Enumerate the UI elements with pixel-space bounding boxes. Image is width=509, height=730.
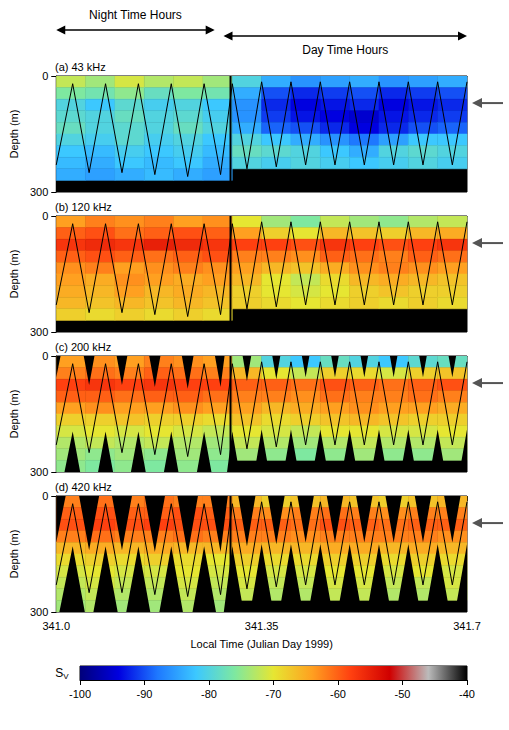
svg-text:V: V — [63, 672, 69, 681]
svg-text:-50: -50 — [395, 688, 411, 700]
svg-text:(c) 200 kHz: (c) 200 kHz — [55, 341, 111, 353]
svg-text:0: 0 — [42, 70, 48, 82]
svg-text:300: 300 — [30, 186, 48, 198]
svg-text:(a) 43 kHz: (a) 43 kHz — [55, 61, 106, 73]
svg-text:-60: -60 — [330, 688, 346, 700]
svg-text:300: 300 — [30, 466, 48, 478]
svg-text:Day Time Hours: Day Time Hours — [302, 43, 388, 57]
svg-text:-100: -100 — [69, 688, 91, 700]
svg-text:341.7: 341.7 — [453, 620, 481, 632]
svg-text:Local Time (Julian Day 1999): Local Time (Julian Day 1999) — [190, 638, 332, 650]
svg-text:(b) 120 kHz: (b) 120 kHz — [55, 201, 112, 213]
svg-text:0: 0 — [42, 490, 48, 502]
svg-text:341.0: 341.0 — [42, 620, 70, 632]
svg-text:341.35: 341.35 — [245, 620, 279, 632]
svg-text:-90: -90 — [137, 688, 153, 700]
svg-text:Depth (m): Depth (m) — [8, 530, 20, 579]
svg-text:-70: -70 — [266, 688, 282, 700]
svg-text:-80: -80 — [201, 688, 217, 700]
svg-text:Night Time Hours: Night Time Hours — [89, 8, 182, 22]
svg-text:S: S — [55, 666, 63, 680]
svg-text:(d) 420 kHz: (d) 420 kHz — [55, 481, 112, 493]
svg-text:Depth (m): Depth (m) — [8, 390, 20, 439]
svg-text:300: 300 — [30, 606, 48, 618]
svg-text:0: 0 — [42, 210, 48, 222]
svg-text:-40: -40 — [459, 688, 475, 700]
svg-text:300: 300 — [30, 326, 48, 338]
svg-text:0: 0 — [42, 350, 48, 362]
svg-text:Depth (m): Depth (m) — [8, 250, 20, 299]
svg-text:Depth (m): Depth (m) — [8, 110, 20, 159]
